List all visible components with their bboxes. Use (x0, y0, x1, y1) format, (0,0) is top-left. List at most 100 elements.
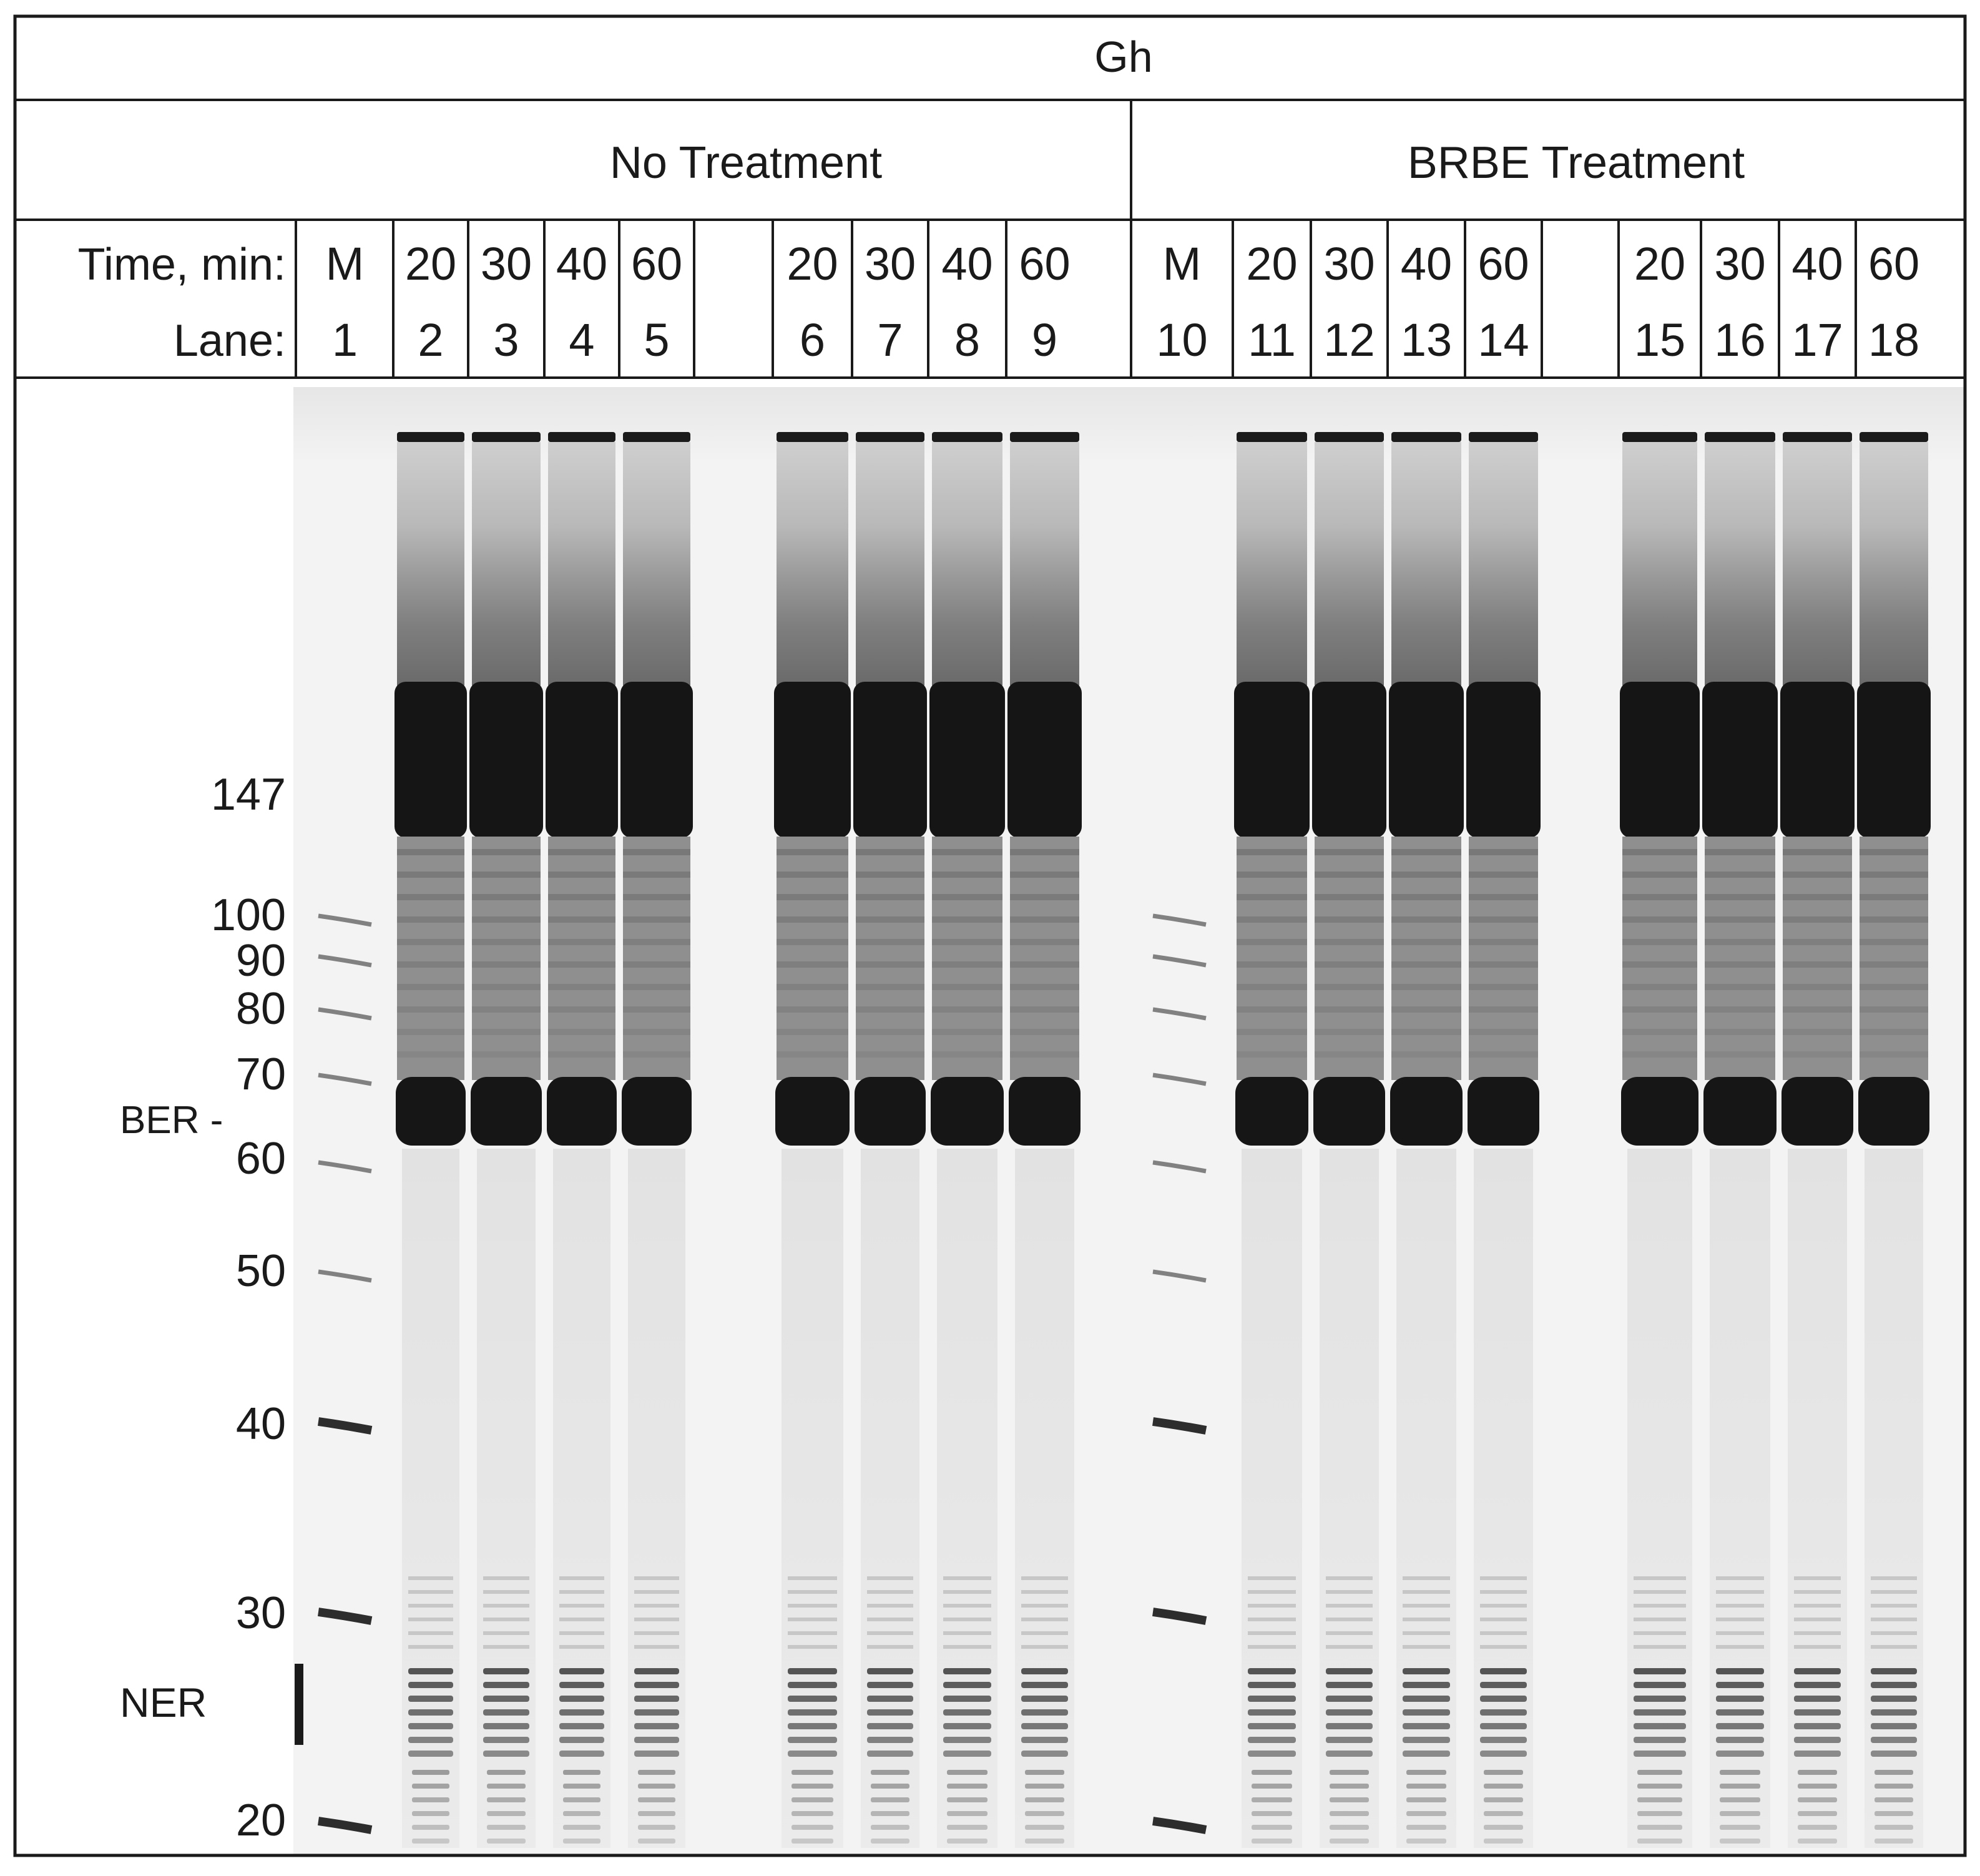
faint-band (1871, 1590, 1917, 1594)
lane-number-label: 1 (332, 314, 358, 366)
ner-band (1634, 1723, 1686, 1729)
faint-band (1248, 1645, 1296, 1649)
smear-band (1783, 1006, 1852, 1013)
ner-band (559, 1668, 604, 1674)
smear-band (548, 916, 615, 923)
ner-band (1875, 1784, 1913, 1789)
smear-band (1783, 984, 1852, 990)
ner-band (483, 1682, 529, 1688)
ner-band (1637, 1784, 1682, 1789)
ner-band (483, 1737, 529, 1743)
smear-band (397, 1006, 464, 1013)
faint-band (1716, 1645, 1764, 1649)
smear-band (932, 1051, 1002, 1058)
ner-band (1794, 1723, 1841, 1729)
smear-band (856, 916, 924, 923)
ner-band (1021, 1737, 1068, 1743)
ner-band (867, 1751, 913, 1757)
smear-band (856, 984, 924, 990)
faint-band (1871, 1576, 1917, 1580)
ner-band (1326, 1696, 1373, 1702)
smear-band (1391, 916, 1461, 923)
ner-band (792, 1839, 833, 1844)
ner-band (1720, 1839, 1760, 1844)
well-band (1237, 432, 1307, 442)
ner-band (634, 1668, 679, 1674)
ner-band (1798, 1784, 1837, 1789)
ner-band (1871, 1723, 1917, 1729)
marker-band (1152, 954, 1207, 968)
sample-lane (1466, 432, 1541, 1848)
smear-band (932, 894, 1002, 900)
faint-band (1871, 1604, 1917, 1608)
well-band (472, 432, 541, 442)
smear-band (1010, 939, 1079, 945)
ner-band (1634, 1737, 1686, 1743)
ner-band (1480, 1696, 1527, 1702)
ner-band (1326, 1709, 1373, 1716)
ner-band (559, 1737, 604, 1743)
ner-band (788, 1723, 837, 1729)
ner-band (943, 1696, 991, 1702)
lane-time-label: M (1163, 238, 1202, 290)
ner-band (1484, 1784, 1523, 1789)
smear-band (1469, 984, 1538, 990)
faint-band (559, 1618, 604, 1621)
ner-band (1798, 1770, 1837, 1775)
figure-frame (13, 14, 1967, 1857)
smear-band (1237, 1029, 1307, 1035)
smear-band (1622, 916, 1697, 923)
middle-smear (548, 837, 615, 1080)
upper-smear (856, 442, 924, 685)
well-band (932, 432, 1002, 442)
faint-band (943, 1604, 991, 1608)
sample-lane (1389, 432, 1464, 1848)
ner-band (1406, 1825, 1446, 1830)
faint-band (408, 1590, 453, 1594)
smear-band (1705, 872, 1775, 878)
ner-band (1484, 1839, 1523, 1844)
ner-band (943, 1737, 991, 1743)
ner-band (871, 1797, 909, 1802)
faint-band (1480, 1645, 1527, 1649)
smear-band (932, 849, 1002, 855)
middle-smear (397, 837, 464, 1080)
smear-band (1010, 849, 1079, 855)
smear-band (472, 984, 541, 990)
smear-band (1391, 939, 1461, 945)
smear-band (1783, 916, 1852, 923)
faint-band (634, 1618, 679, 1621)
faint-band (559, 1590, 604, 1594)
smear-band (1237, 961, 1307, 968)
ner-band (792, 1825, 833, 1830)
lane-time-label: 60 (631, 238, 682, 290)
ner-band (1330, 1770, 1369, 1775)
smear-band (1469, 939, 1538, 945)
faint-band (1480, 1604, 1527, 1608)
sample-lane (620, 432, 693, 1848)
faint-band (1871, 1631, 1917, 1635)
well-band (1315, 432, 1384, 442)
smear-band (1010, 1051, 1079, 1058)
ner-band (408, 1668, 453, 1674)
upper-smear (777, 442, 848, 685)
group-label-brbe-treatment: BRBE Treatment (1408, 138, 1745, 188)
smear-band (1783, 1029, 1852, 1035)
ner-band (1330, 1825, 1369, 1830)
size-marker-label: 50 (236, 1246, 286, 1296)
ner-band (1406, 1770, 1446, 1775)
ner-band (1021, 1682, 1068, 1688)
ner-band (563, 1825, 600, 1830)
ner-band (1720, 1784, 1760, 1789)
ner-band (1875, 1770, 1913, 1775)
ner-band (1252, 1839, 1292, 1844)
gel-lanes (318, 432, 1931, 1848)
ner-band (1326, 1723, 1373, 1729)
marker-band (1152, 1269, 1207, 1283)
ner-band (1716, 1709, 1764, 1716)
size-marker-label: 40 (236, 1399, 286, 1449)
sample-lane (395, 432, 467, 1848)
smear-band (1860, 1029, 1928, 1035)
ner-band (559, 1751, 604, 1757)
smear-band (856, 872, 924, 878)
